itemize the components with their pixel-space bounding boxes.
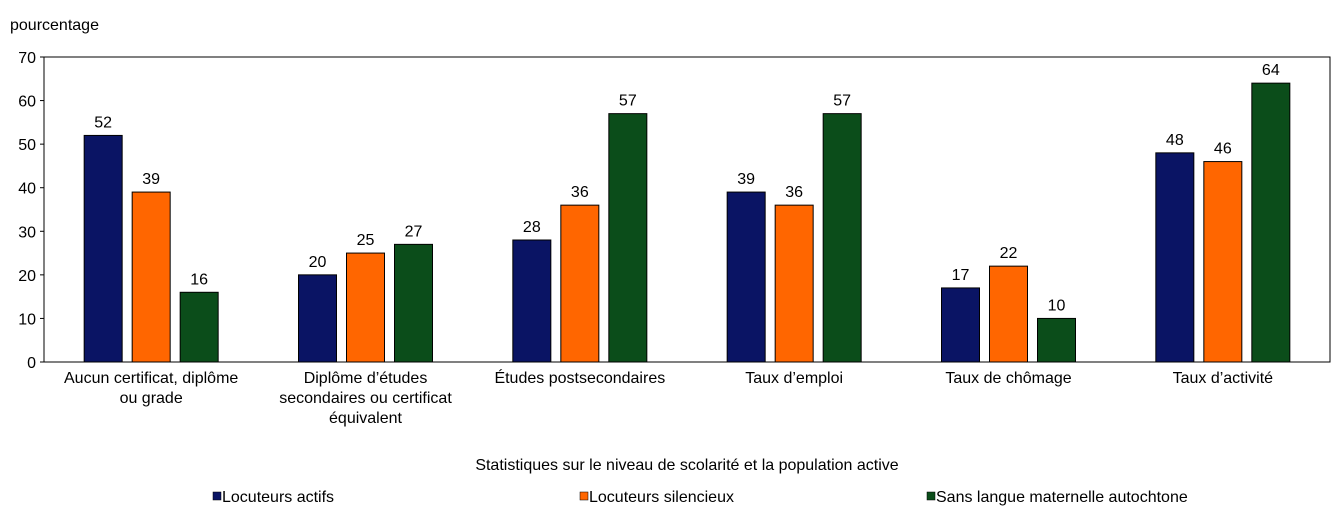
bar: [989, 265, 1028, 363]
bar: [608, 113, 648, 363]
legend-swatch: [579, 491, 589, 501]
bar: [822, 113, 862, 363]
y-tick-label: 70: [18, 50, 36, 67]
bar: [298, 274, 337, 363]
y-tick-label: 50: [18, 137, 36, 154]
value-label: 46: [1214, 141, 1232, 158]
bar: [774, 204, 814, 363]
bar: [394, 243, 433, 363]
bar: [1251, 82, 1291, 363]
legend-label: Locuteurs actifs: [222, 489, 334, 506]
value-label: 36: [785, 184, 803, 201]
x-axis-title: Statistiques sur le niveau de scolarité …: [475, 457, 898, 474]
bar: [1203, 161, 1243, 363]
y-tick-label: 0: [27, 355, 36, 372]
bar: [941, 287, 980, 363]
value-label: 10: [1048, 297, 1066, 314]
value-label: 28: [523, 219, 541, 236]
bar: [131, 191, 171, 363]
legend-swatch: [926, 491, 936, 501]
x-tick-label: Aucun certificat, diplôme ou grade: [64, 370, 239, 407]
value-label: 39: [737, 171, 755, 188]
value-label: 39: [142, 171, 160, 188]
bar: [83, 134, 123, 363]
y-tick-label: 20: [18, 268, 36, 285]
value-label: 52: [94, 114, 112, 131]
y-tick-label: 40: [18, 181, 36, 198]
value-label: 17: [952, 267, 970, 284]
x-tick-label: Taux d’emploi: [745, 370, 844, 387]
bar: [346, 252, 385, 363]
legend-label: Sans langue maternelle autochtone: [936, 489, 1188, 506]
value-label: 25: [357, 232, 375, 249]
legend-label: Locuteurs silencieux: [589, 489, 734, 506]
x-tick-label: Diplôme d’études secondaires ou certific…: [279, 370, 452, 427]
legend-swatch: [212, 491, 222, 501]
value-label: 20: [309, 254, 327, 271]
plot-frame: [43, 56, 1331, 363]
y-axis-title: pourcentage: [10, 17, 99, 34]
bar: [179, 291, 219, 363]
value-label: 48: [1166, 132, 1184, 149]
y-tick-label: 60: [18, 94, 36, 111]
bar: [560, 204, 600, 363]
value-label: 57: [619, 93, 637, 110]
bar: [512, 239, 552, 363]
x-tick-label: Taux d’activité: [1172, 370, 1274, 387]
x-tick-label: Taux de chômage: [945, 370, 1072, 387]
y-tick-label: 30: [18, 224, 36, 241]
value-label: 36: [571, 184, 589, 201]
y-tick-label: 10: [18, 311, 36, 328]
bar: [1037, 317, 1076, 363]
value-label: 64: [1262, 62, 1280, 79]
bar: [726, 191, 766, 363]
value-label: 27: [405, 223, 423, 240]
value-label: 22: [1000, 245, 1018, 262]
value-label: 16: [190, 271, 208, 288]
value-label: 57: [833, 93, 851, 110]
bar: [1155, 152, 1195, 363]
x-tick-label: Études postsecondaires: [494, 370, 666, 387]
